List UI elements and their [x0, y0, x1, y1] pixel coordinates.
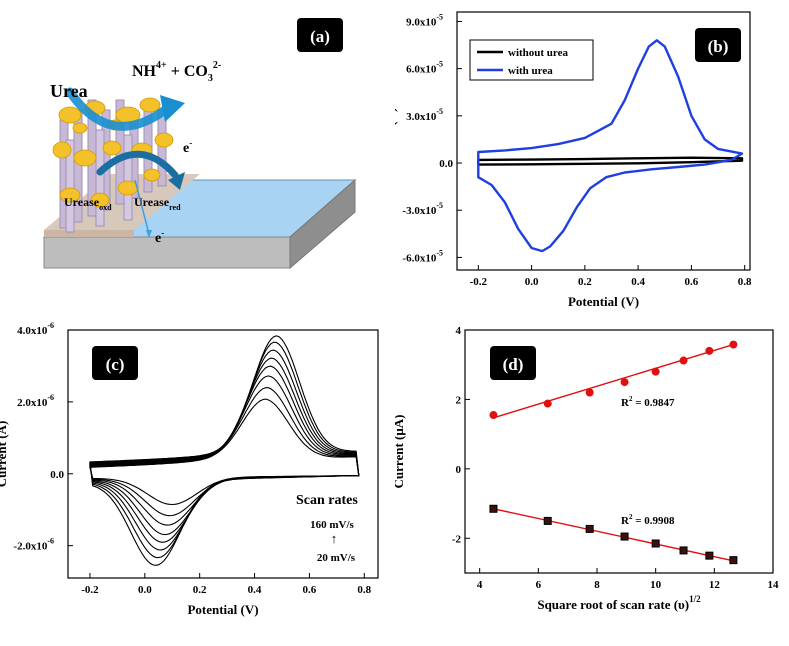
panel-d-ytick-label: 0: [456, 464, 462, 476]
panel-b-ytick-label: 9.0x10-5: [406, 12, 443, 28]
panel-b-xtick-label: -0.2: [470, 276, 488, 288]
panel-d-point-cathodic: [585, 524, 594, 533]
panel-c-chart: -0.2 0.0 0.2 0.4 0.6 0.8 -2.0x10-6 0.0 2.0x10-6 4…: [0, 321, 379, 617]
panel-b-series-with-urea: [477, 39, 744, 253]
panel-d-r2-anodic: R2 = 0.9847: [621, 395, 675, 409]
panel-b-ytick-label: 0.0: [439, 158, 453, 170]
panel-c-xtick-label: -0.2: [81, 584, 99, 596]
panel-b-badge-label: (b): [708, 37, 729, 56]
panel-d-point-cathodic: [705, 551, 714, 560]
panel-a-schematic: (a) Urea NH4+ + CO32- e- e- Ureaseoxd Ur…: [42, 18, 357, 270]
panel-c-annotation-top: 160 mV/s: [310, 519, 354, 531]
panel-d-point-cathodic: [620, 532, 629, 541]
panel-c-ytick-label: 0.0: [50, 469, 64, 481]
panel-d-point-anodic: [620, 378, 629, 387]
panel-d-point-anodic: [729, 340, 738, 349]
panel-d-point-anodic: [489, 411, 498, 420]
panel-d-point-cathodic: [729, 556, 738, 565]
panel-a-badge: [297, 18, 343, 52]
panel-b-xtick-label: 0.8: [738, 276, 752, 288]
panel-d-point-cathodic: [679, 546, 688, 555]
panel-c-series-80-mv-s: [89, 365, 360, 536]
panel-b-ytick-label: -6.0x10-5: [402, 248, 443, 264]
panel-d-xtick-label: 14: [768, 579, 780, 591]
panel-b-xtick-label: 0.2: [578, 276, 592, 288]
panel-c-annotation-bottom: 20 mV/s: [317, 552, 356, 564]
panel-d-point-anodic: [543, 399, 552, 408]
electron-label-1: e-: [183, 138, 192, 156]
panel-b-badge: [695, 28, 741, 62]
panel-d-badge: [490, 346, 536, 380]
panel-c-xtick-label: 0.2: [193, 584, 207, 596]
panel-b-xtick-label: 0.6: [685, 276, 699, 288]
panel-b-plot-frame: [456, 11, 751, 271]
panel-d-xtick-label: 10: [650, 579, 662, 591]
panel-c-plot-frame: [67, 329, 379, 579]
panel-c-xtick-label: 0.4: [248, 584, 262, 596]
panel-c-annotation-title: Scan rates: [296, 493, 358, 508]
panel-c-ylabel: Current (A): [0, 421, 9, 488]
panel-d-ylabel: Current (μA): [395, 415, 406, 489]
panel-d-point-anodic: [705, 346, 714, 355]
panel-d-ytick-label: -2: [452, 533, 462, 545]
urease-red-label: Ureasered: [134, 195, 181, 212]
panel-c-ytick-label: -2.0x10-6: [13, 537, 54, 553]
urease-oxd-label: Ureaseoxd: [64, 195, 112, 212]
panel-b-ytick-label: 6.0x10-5: [406, 60, 443, 76]
panel-b-chart: -0.2 0.0 0.2 0.4 0.6 0.8 -6.0x10-5 -3.0x10-5 0.0…: [395, 11, 752, 309]
panel-b-legend-box: [469, 39, 594, 81]
panel-c-xtick-label: 0.0: [138, 584, 152, 596]
panel-b-ylabel: Current (A): [395, 108, 398, 175]
panel-c-series-160-mv-s: [89, 335, 360, 566]
panel-d-plot-frame: [464, 329, 774, 574]
panel-b-ytick-label: 3.0x10-5: [406, 107, 443, 123]
panel-d-chart: 4 6 8 10 12 14 -2 0 2 4 Square root of scan rate (…: [395, 325, 780, 612]
electrode-side-face: [289, 178, 356, 270]
panel-c-xlabel: Potential (V): [187, 602, 258, 617]
reaction-arrows: [65, 87, 185, 238]
panel-b-xtick-label: 0.4: [631, 276, 645, 288]
panel-c-annotation-arrow: ↑: [331, 531, 338, 546]
panel-d-xtick-label: 4: [477, 579, 483, 591]
panel-b-legend-label: with urea: [508, 65, 553, 77]
panel-d-point-anodic: [585, 388, 594, 397]
panel-d-point-cathodic: [543, 516, 552, 525]
panel-c-ytick-label: 4.0x10-6: [17, 321, 54, 337]
panel-a-badge-label: (a): [310, 27, 330, 46]
panel-d-point-anodic: [651, 367, 660, 376]
panel-c-xtick-label: 0.6: [303, 584, 317, 596]
electrode-front-face: [43, 236, 291, 269]
panel-d-xtick-label: 8: [594, 579, 600, 591]
panel-d-r2-cathodic: R2 = 0.9908: [621, 513, 675, 527]
panel-d-ytick-label: 4: [456, 325, 462, 337]
panel-d-point-cathodic: [489, 504, 498, 513]
panel-c-badge-label: (c): [106, 355, 125, 374]
panel-c-badge: [92, 346, 138, 380]
panel-d-fit-anodic: [493, 343, 734, 419]
panel-d-xlabel: Square root of scan rate (υ)1/2: [537, 594, 701, 612]
panel-c-xtick-label: 0.8: [357, 584, 371, 596]
panel-d-xtick-label: 6: [536, 579, 542, 591]
panel-c-ytick-label: 2.0x10-6: [17, 393, 54, 409]
panel-d-xtick-label: 12: [709, 579, 721, 591]
panel-d-badge-label: (d): [503, 355, 524, 374]
panel-b-xlabel: Potential (V): [568, 294, 639, 309]
panel-b-xtick-label: 0.0: [525, 276, 539, 288]
panel-d-point-anodic: [679, 356, 688, 365]
panel-b-legend-label: without urea: [508, 47, 568, 59]
panel-b-series-without-urea: [477, 156, 744, 166]
urease-enzymes: [52, 97, 174, 208]
panel-b-ytick-label: -3.0x10-5: [402, 201, 443, 217]
electron-label-2: e-: [155, 228, 164, 246]
urea-label: Urea: [50, 81, 88, 101]
products-label: NH4+ + CO32-: [132, 60, 221, 84]
panel-d-ytick-label: 2: [456, 394, 462, 406]
panel-d-fit-cathodic: [493, 508, 734, 562]
panel-b-legend: without urea with urea: [469, 39, 594, 81]
panel-d-point-cathodic: [651, 539, 660, 548]
